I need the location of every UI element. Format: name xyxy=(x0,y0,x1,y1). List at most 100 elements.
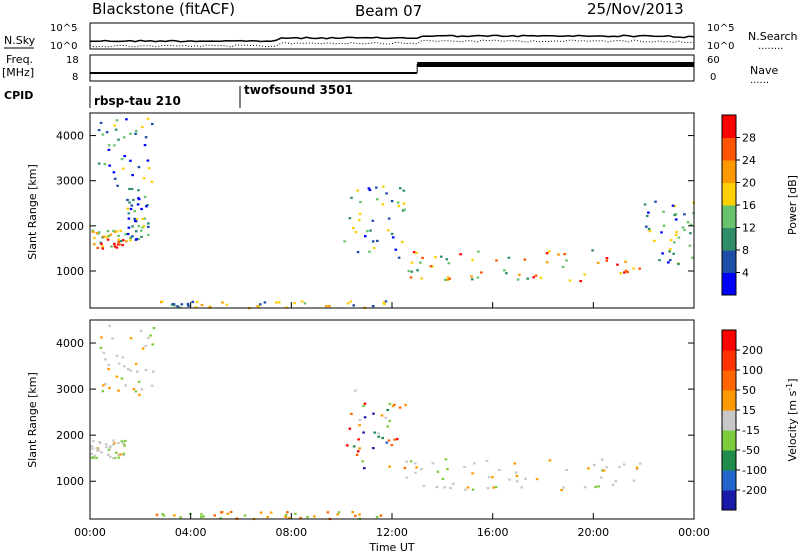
velocity-point-3-56 xyxy=(413,462,417,465)
velocity-point-3-18 xyxy=(415,466,418,469)
power-point-6-12 xyxy=(328,305,331,308)
velocity-point-0-25 xyxy=(97,448,101,452)
power-point-0-39 xyxy=(93,236,96,240)
power-point-3-12 xyxy=(369,229,372,232)
power-point-5-21 xyxy=(689,223,693,226)
power-point-5-13 xyxy=(648,230,652,233)
power-ytick-label-1: 2000 xyxy=(56,220,84,233)
velocity-point-2-38 xyxy=(381,436,384,440)
power-point-3-25 xyxy=(359,201,362,204)
power-point-2-3 xyxy=(103,163,107,166)
power-point-4-59 xyxy=(591,249,594,252)
power-point-2-15 xyxy=(114,128,118,131)
power-colorbar-ticks: 28 24 20 16 12 8 4 xyxy=(736,132,756,280)
power-point-3-19 xyxy=(356,189,360,192)
power-point-4-11 xyxy=(431,265,434,268)
velocity-point-2-19 xyxy=(362,431,365,434)
power-point-5-34 xyxy=(660,231,663,234)
velocity-label-close: ] xyxy=(786,378,799,382)
velocity-point-2-13 xyxy=(387,439,391,442)
power-point-1-22 xyxy=(143,217,147,220)
velocity-swatch-4 xyxy=(722,410,736,431)
velocity-point-3-20 xyxy=(535,478,539,481)
power-colorbar-swatches xyxy=(722,115,736,296)
power-point-3-24 xyxy=(387,229,390,232)
power-ytick-label-2: 3000 xyxy=(56,175,84,188)
velocity-point-3-27 xyxy=(618,465,621,468)
power-point-5-33 xyxy=(683,228,686,231)
velocity-point-4-36 xyxy=(200,515,203,519)
velocity-point-0-16 xyxy=(112,457,115,460)
power-point-1-21 xyxy=(137,225,141,228)
power-point-1-7 xyxy=(140,229,143,232)
power-point-2-13 xyxy=(107,144,111,147)
power-point-6-7 xyxy=(352,304,355,307)
power-point-2-16 xyxy=(107,148,111,151)
velocity-point-2-2 xyxy=(350,412,353,415)
power-point-5-1 xyxy=(683,213,686,216)
velocity-point-2-8 xyxy=(356,450,360,453)
power-point-5-38 xyxy=(689,232,692,235)
cpid-segment-1: rbsp-tau 210 xyxy=(94,94,181,108)
velocity-point-4-14 xyxy=(259,511,263,514)
velocity-point-0-18 xyxy=(112,439,115,442)
power-point-3-15 xyxy=(382,185,385,188)
velocity-point-3-41 xyxy=(548,459,552,462)
power-point-4-44 xyxy=(568,279,572,282)
velocity-point-3-8 xyxy=(639,462,642,465)
power-point-6-39 xyxy=(277,301,281,304)
velocity-point-1-26 xyxy=(134,362,138,365)
power-point-3-6 xyxy=(403,208,406,211)
power-point-2-22 xyxy=(113,124,116,127)
velocity-point-3-0 xyxy=(471,472,474,475)
velocity-cbar-tick-1: 100 xyxy=(742,364,763,377)
velocity-scatter xyxy=(90,324,642,521)
power-point-4-12 xyxy=(410,261,414,264)
power-point-4-22 xyxy=(507,256,511,259)
velocity-point-2-16 xyxy=(358,447,361,450)
power-point-1-23 xyxy=(143,195,147,199)
velocity-swatch-2 xyxy=(722,450,736,471)
power-point-4-57 xyxy=(415,251,418,254)
velocity-swatch-0 xyxy=(722,490,736,511)
power-point-4-32 xyxy=(516,278,520,281)
power-point-4-47 xyxy=(443,278,447,281)
velocity-point-3-24 xyxy=(435,485,439,489)
power-point-1-31 xyxy=(132,198,135,202)
cpid-panel: CPID rbsp-tau 210 twofsound 3501 xyxy=(4,83,353,108)
velocity-point-3-26 xyxy=(446,468,449,471)
power-cbar-tick-4: 12 xyxy=(742,222,756,235)
velocity-point-0-26 xyxy=(120,440,124,443)
power-point-0-11 xyxy=(117,238,121,241)
velocity-point-3-4 xyxy=(443,486,446,489)
power-point-4-53 xyxy=(471,259,474,262)
noise-right-tick-top: 10^5 xyxy=(707,23,734,34)
velocity-point-0-39 xyxy=(106,453,110,456)
velocity-point-0-38 xyxy=(92,439,95,443)
velocity-cbar-tick-2: 50 xyxy=(742,384,756,397)
velocity-point-3-46 xyxy=(560,489,563,492)
power-cbar-tick-3: 16 xyxy=(742,199,756,212)
power-point-5-23 xyxy=(662,210,665,213)
xtick-label-5: 20:00 xyxy=(577,526,609,539)
power-point-6-1 xyxy=(349,300,353,303)
velocity-point-4-11 xyxy=(161,513,164,516)
power-point-1-33 xyxy=(135,230,138,233)
power-point-5-4 xyxy=(691,256,694,259)
velocity-point-4-5 xyxy=(243,514,247,517)
velocity-point-3-29 xyxy=(587,467,590,470)
beam-title: Beam 07 xyxy=(355,2,422,20)
velocity-point-3-54 xyxy=(622,463,626,466)
power-swatch-3 xyxy=(722,205,736,228)
velocity-cbar-tick-6: -100 xyxy=(742,464,767,477)
xtick-label-0: 00:00 xyxy=(74,526,106,539)
velocity-point-1-11 xyxy=(147,336,150,339)
power-point-2-17 xyxy=(143,144,147,147)
velocity-point-1-4 xyxy=(104,382,107,386)
power-point-0-7 xyxy=(93,243,96,246)
velocity-point-3-59 xyxy=(602,469,606,472)
velocity-point-0-5 xyxy=(113,456,117,460)
power-colorbar-label: Power [dB] xyxy=(786,175,799,235)
power-point-1-25 xyxy=(137,198,141,201)
velocity-point-4-17 xyxy=(313,515,316,518)
